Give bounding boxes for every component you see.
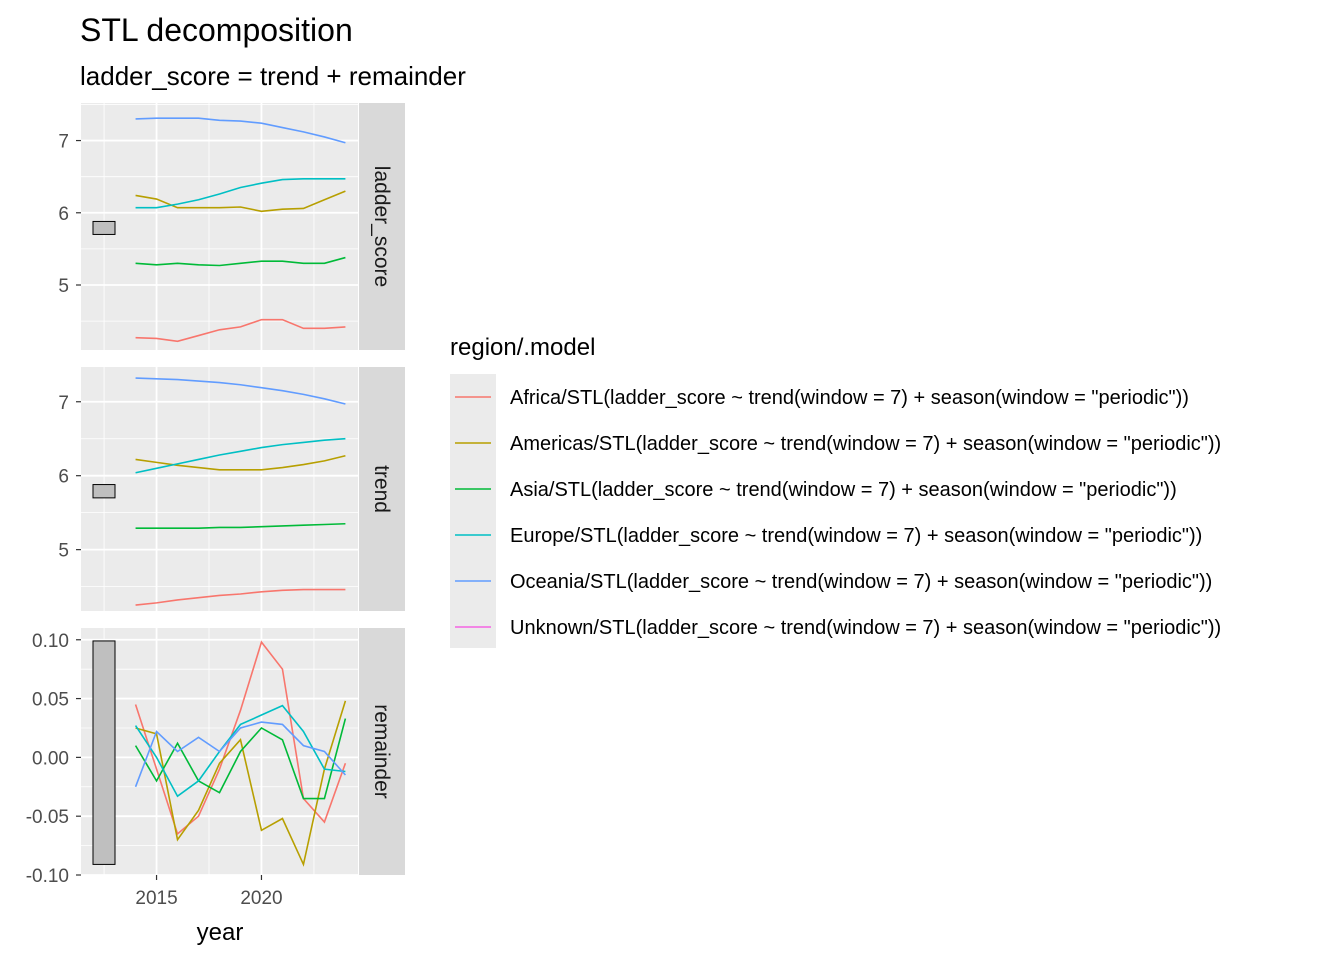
- legend-entry-label: Africa/STL(ladder_score ~ trend(window =…: [510, 387, 1189, 409]
- legend-entry-label: Asia/STL(ladder_score ~ trend(window = 7…: [510, 479, 1177, 501]
- series-line-trend-4: [135, 377, 346, 405]
- y-tick-label: 0.00: [32, 748, 69, 769]
- y-tick-label: 7: [58, 132, 69, 153]
- series-line-remainder-2: [134, 718, 347, 800]
- series-line-remainder-3: [134, 704, 346, 798]
- facet-strip: [359, 103, 405, 350]
- series-line-trend-1: [135, 454, 346, 471]
- x-tick-label: 2015: [135, 888, 177, 909]
- legend-entry-label: Unknown/STL(ladder_score ~ trend(window …: [510, 617, 1221, 639]
- series-line-remainder-0: [134, 640, 347, 836]
- series-line-ladder_score-0: [135, 318, 346, 343]
- legend-entry-label: Europe/STL(ladder_score ~ trend(window =…: [510, 525, 1202, 547]
- x-tick-label: 2020: [240, 888, 282, 909]
- y-tick-label: 5: [58, 276, 69, 297]
- facet-strip: [359, 367, 405, 611]
- panel-remainder: -0.10 -0.05 0.00 0.05 0.10 remainder: [26, 628, 405, 887]
- x-axis-title: year: [197, 919, 244, 946]
- y-tick-label: -0.10: [26, 866, 69, 887]
- y-tick-label: 0.10: [32, 631, 69, 652]
- y-tick-label: 6: [58, 467, 69, 488]
- legend-title: region/.model: [450, 334, 595, 361]
- x-axis: 2015 2020: [135, 875, 283, 909]
- series-line-trend-2: [135, 522, 346, 529]
- series-line-ladder_score-2: [135, 256, 346, 267]
- series-line-remainder-4: [134, 721, 347, 788]
- facet-panels: 5 6 7 ladder_score 5 6 7 trend -0.10 -0.05 0.00 0.0…: [26, 103, 405, 887]
- y-tick-label: 6: [58, 204, 69, 225]
- scale-bar: [92, 640, 116, 865]
- series-line-ladder_score-4: [135, 117, 346, 144]
- facet-strip-label: trend: [370, 465, 393, 513]
- legend-entry-label: Oceania/STL(ladder_score ~ trend(window …: [510, 571, 1212, 593]
- series-line-trend-3: [135, 437, 346, 474]
- y-tick-label: 5: [58, 541, 69, 562]
- chart-title: STL decomposition: [80, 12, 353, 48]
- panel-background: [81, 103, 358, 350]
- legend: region/.model Africa/STL(ladder_score ~ …: [450, 334, 1221, 648]
- series-line-trend-0: [135, 588, 346, 606]
- series-line-ladder_score-3: [135, 178, 346, 209]
- y-tick-label: 7: [58, 393, 69, 414]
- chart-subtitle: ladder_score = trend + remainder: [80, 61, 466, 91]
- facet-strip-label: remainder: [370, 704, 393, 799]
- series-line-remainder-1: [135, 700, 347, 867]
- facet-strip-label: ladder_score: [370, 166, 393, 287]
- legend-entry-label: Americas/STL(ladder_score ~ trend(window…: [510, 433, 1221, 455]
- y-tick-label: 0.05: [32, 690, 69, 711]
- y-tick-label: -0.05: [26, 807, 69, 828]
- panel-ladder_score: 5 6 7 ladder_score: [58, 103, 405, 350]
- scale-bar: [92, 484, 116, 499]
- panel-background: [81, 367, 358, 611]
- facet-strip: [359, 628, 405, 875]
- panel-trend: 5 6 7 trend: [58, 367, 405, 611]
- legend-key-background: [450, 374, 496, 648]
- scale-bar: [92, 220, 116, 235]
